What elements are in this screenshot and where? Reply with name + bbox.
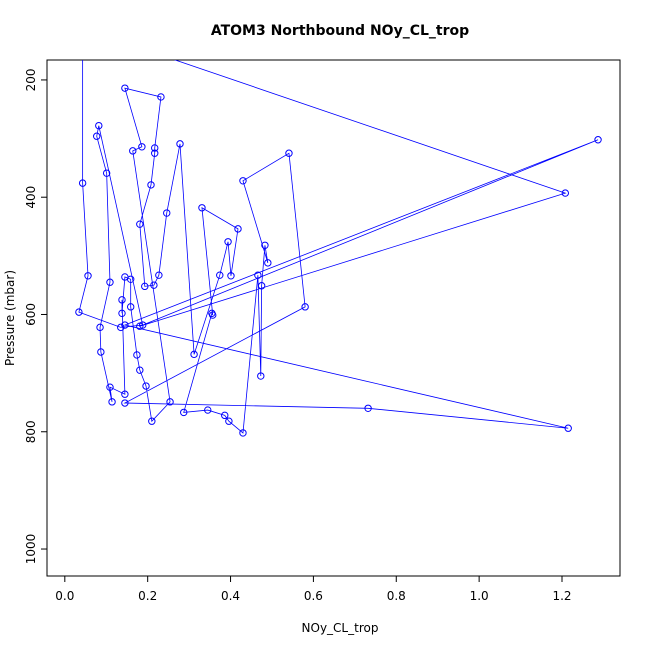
data-point: [234, 225, 242, 233]
data-point: [136, 220, 144, 228]
data-point: [239, 429, 247, 437]
data-point: [121, 321, 129, 329]
plot-area: [75, 42, 602, 437]
data-line: [78, 60, 599, 434]
data-point: [138, 143, 146, 151]
data-point: [261, 241, 269, 249]
data-point: [150, 281, 158, 289]
y-tick-label: 400: [24, 186, 38, 209]
data-point: [564, 424, 572, 432]
data-point: [157, 93, 165, 101]
data-point: [176, 140, 184, 148]
data-point: [301, 303, 309, 311]
data-point: [151, 144, 159, 152]
data-point: [180, 408, 188, 417]
data-point: [190, 350, 198, 359]
x-tick-label: 0.2: [138, 589, 157, 603]
data-point: [144, 47, 150, 53]
data-point: [285, 149, 293, 157]
y-axis-label: Pressure (mbar): [3, 270, 17, 366]
chart-title: ATOM3 Northbound NOy_CL_trop: [211, 23, 469, 39]
data-point: [75, 308, 83, 316]
data-point: [148, 417, 156, 425]
data-point: [198, 204, 206, 212]
data-point: [221, 411, 229, 420]
data-point: [216, 271, 224, 279]
data-point: [93, 132, 101, 140]
data-point: [97, 348, 105, 356]
data-point: [79, 47, 85, 53]
data-point: [129, 147, 137, 155]
data-point: [136, 322, 144, 330]
data-point: [594, 136, 602, 144]
x-axis-label: NOy_CL_trop: [302, 621, 379, 635]
data-point: [95, 121, 103, 130]
data-point: [126, 275, 135, 283]
data-point: [163, 209, 171, 217]
data-point: [121, 399, 129, 407]
y-tick-label: 800: [24, 420, 38, 443]
data-point: [239, 177, 247, 185]
data-point: [108, 398, 116, 406]
data-point: [121, 390, 129, 398]
data-point: [102, 169, 111, 177]
data-point: [117, 323, 125, 332]
data-point: [257, 282, 266, 290]
data-point: [121, 84, 129, 92]
data-point: [225, 417, 233, 425]
data-point: [106, 278, 114, 286]
plot-frame: [46, 59, 621, 577]
data-point: [254, 271, 262, 279]
data-point: [257, 372, 265, 380]
y-tick-label: 1000: [24, 534, 38, 565]
x-tick-label: 0.4: [221, 589, 240, 603]
x-tick-label: 0.0: [55, 589, 74, 603]
data-point: [227, 272, 235, 280]
y-tick-label: 200: [24, 68, 38, 91]
data-point: [118, 296, 126, 304]
y-tick-label: 600: [24, 303, 38, 326]
data-point: [561, 189, 570, 197]
data-point: [204, 406, 212, 414]
data-point: [208, 309, 216, 318]
data-point: [84, 272, 92, 280]
data-point: [147, 181, 155, 189]
data-point: [106, 383, 114, 391]
x-tick-label: 0.8: [387, 589, 406, 603]
x-tick-label: 1.2: [552, 589, 571, 603]
data-point: [118, 309, 126, 318]
data-point: [141, 282, 149, 291]
data-point: [136, 366, 144, 374]
data-point: [151, 149, 159, 157]
x-tick-label: 0.6: [304, 589, 323, 603]
data-point: [364, 404, 372, 412]
data-point: [96, 323, 104, 332]
data-point: [78, 179, 87, 187]
data-point: [155, 271, 163, 279]
data-point: [126, 303, 135, 311]
data-point: [133, 351, 141, 359]
x-tick-label: 1.0: [470, 589, 489, 603]
data-point: [166, 398, 174, 406]
data-point: [224, 238, 232, 246]
data-point: [264, 259, 272, 267]
data-point: [194, 42, 200, 48]
data-point: [142, 382, 150, 390]
